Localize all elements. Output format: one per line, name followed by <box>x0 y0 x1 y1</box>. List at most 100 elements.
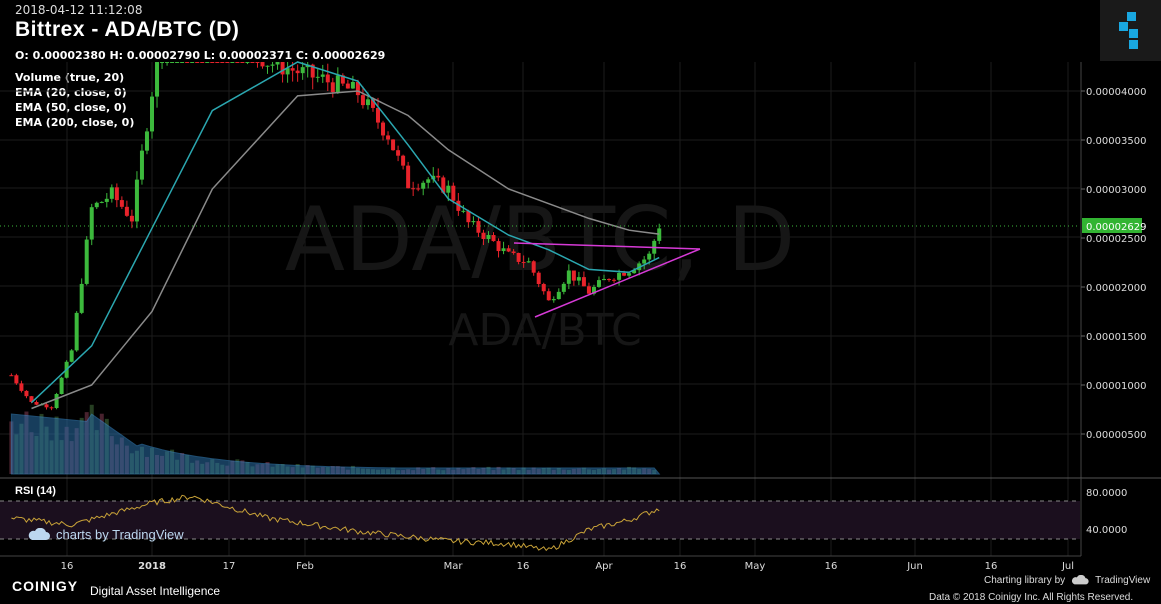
candle-body <box>376 107 380 123</box>
candle-body <box>596 280 601 287</box>
tradingview-cloud-icon <box>1072 575 1089 585</box>
time-tick-label: May <box>745 561 766 572</box>
candle-body <box>561 283 566 292</box>
candle-body <box>124 206 129 216</box>
candle-body <box>79 283 84 313</box>
candle-body <box>215 62 220 63</box>
time-tick-label: Mar <box>444 561 464 572</box>
candle-body <box>506 248 511 252</box>
candle-body <box>210 62 215 63</box>
charting-library-credit[interactable]: Charting library by TradingView <box>984 575 1150 586</box>
time-tick-label: 2018 <box>138 561 166 572</box>
candle-body <box>275 62 280 65</box>
candle-body <box>622 272 627 276</box>
volume-bars <box>9 404 661 475</box>
candle-body <box>300 67 305 74</box>
candle-body <box>295 70 300 74</box>
candle-body <box>496 241 501 252</box>
time-tick-label: Feb <box>296 561 314 572</box>
candle-body <box>461 210 466 212</box>
candle-body <box>486 235 491 240</box>
candle-body <box>200 62 205 63</box>
candle-body <box>99 201 104 203</box>
candle-body <box>54 394 59 409</box>
candle-body <box>9 375 14 377</box>
candle-body <box>391 139 396 151</box>
candle-body <box>627 273 632 276</box>
candle-body <box>456 200 461 211</box>
triangle-pattern[interactable] <box>513 242 701 318</box>
time-tick-label: Jun <box>906 561 923 572</box>
candle-body <box>119 200 124 207</box>
candle-body <box>225 62 230 63</box>
candle-body <box>280 62 285 75</box>
candle-body <box>285 68 290 75</box>
rsi-band <box>0 501 1080 539</box>
candle-body <box>94 202 99 208</box>
candle-body <box>320 74 325 77</box>
candle-body <box>602 279 606 281</box>
candle-body <box>175 62 180 63</box>
candle-body <box>586 286 591 294</box>
price-tick-label: 0.00003500 <box>1086 136 1146 147</box>
candle-body <box>536 272 541 285</box>
price-tick-label: 0.00001500 <box>1086 332 1146 343</box>
candle-body <box>245 62 250 63</box>
coinigy-cube-icon <box>1119 12 1138 49</box>
price-axis[interactable]: 0.00004000 0.00003500 0.00003000 0.00002500… <box>1081 87 1146 441</box>
candle-body <box>190 62 195 63</box>
candle-body <box>381 122 386 136</box>
study-volume[interactable]: Volume (true, 20) <box>15 71 125 84</box>
candle-body <box>160 62 165 63</box>
study-ema200[interactable]: EMA (200, close, 0) <box>15 116 135 129</box>
candle-body <box>29 396 34 403</box>
candle-body <box>290 68 295 71</box>
candle-body <box>84 239 89 284</box>
candle-body <box>632 270 637 274</box>
time-tick-label: 16 <box>517 561 530 572</box>
candle-body <box>541 284 546 292</box>
candle-body <box>129 215 134 222</box>
tradingview-text: TradingView <box>1095 575 1151 586</box>
coinigy-logo: COINIGY <box>12 578 79 594</box>
candle-body <box>230 62 235 63</box>
price-tick-label: 0.00002500 <box>1086 234 1146 245</box>
candle-body <box>260 62 265 67</box>
candle-body <box>250 62 255 63</box>
tradingview-watermark[interactable]: charts by TradingView <box>28 527 184 542</box>
candle-body <box>396 150 401 156</box>
candle-body <box>511 251 516 253</box>
rsi-label[interactable]: RSI (14) <box>15 485 56 497</box>
candle-body <box>345 83 350 89</box>
candle-body <box>220 62 225 63</box>
candle-body <box>516 252 521 262</box>
candle-body <box>195 62 200 63</box>
study-ema20[interactable]: EMA (20, close, 0) <box>15 86 127 99</box>
candle-body <box>235 62 240 63</box>
candle-body <box>576 277 581 281</box>
candle-body <box>451 185 456 201</box>
candle-body <box>471 221 476 223</box>
candle-body <box>612 279 617 281</box>
volume-average-area <box>10 413 661 475</box>
time-axis[interactable]: 16 2018 17 Feb Mar 16 Apr 16 May 16 Jun 16 Jul <box>61 561 1074 572</box>
study-ema50[interactable]: EMA (50, close, 0) <box>15 101 127 114</box>
candle-body <box>170 62 175 63</box>
candle-body <box>185 62 190 63</box>
candle-body <box>325 74 330 83</box>
candle-body <box>240 62 245 63</box>
coinigy-brand-icon <box>1100 0 1161 61</box>
candle-body <box>556 291 561 300</box>
candle-body <box>441 177 446 193</box>
chart-title: Bittrex - ADA/BTC (D) <box>15 18 240 41</box>
candle-body <box>180 62 185 63</box>
candle-body <box>365 99 370 106</box>
rsi-line <box>11 494 660 552</box>
ohlc-readout: O: 0.00002380 H: 0.00002790 L: 0.0000237… <box>15 49 386 62</box>
candle-body <box>205 62 210 63</box>
price-tick-label: 0.00002000 <box>1086 283 1146 294</box>
timestamp: 2018-04-12 11:12:08 <box>15 3 143 17</box>
candle-body <box>74 312 79 351</box>
candle-body <box>481 232 486 240</box>
